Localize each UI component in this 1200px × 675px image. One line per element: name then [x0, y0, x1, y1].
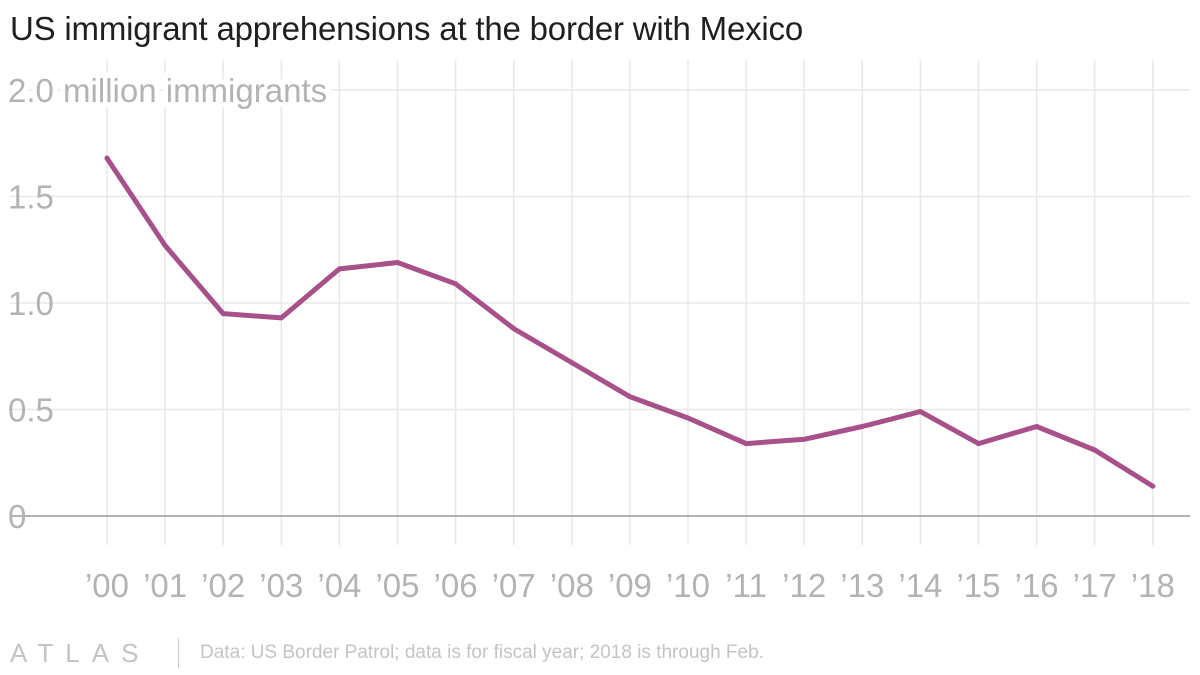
x-tick-label: ’16	[1015, 567, 1059, 604]
x-tick-label: ’14	[898, 567, 942, 604]
y-tick-label: 1.0	[8, 285, 54, 322]
y-tick-label: 2.0 million immigrants	[8, 72, 327, 109]
data-point	[859, 424, 865, 430]
x-tick-label: ’10	[666, 567, 710, 604]
x-tick-label: ’13	[840, 567, 884, 604]
data-point	[220, 311, 226, 317]
x-tick-label: ’02	[201, 567, 245, 604]
x-tick-label: ’09	[608, 567, 652, 604]
footer: ATLAS Data: US Border Patrol; data is fo…	[0, 636, 1200, 672]
data-point	[1092, 447, 1098, 453]
x-tick-label: ’03	[259, 567, 303, 604]
x-tick-label: ’11	[725, 567, 767, 604]
x-tick-label: ’17	[1073, 567, 1117, 604]
data-point	[569, 360, 575, 366]
data-point	[976, 441, 981, 447]
x-tick-label: ’05	[375, 567, 419, 604]
data-point	[453, 281, 459, 287]
data-point	[627, 394, 633, 400]
atlas-logo: ATLAS	[10, 638, 151, 668]
data-point	[917, 409, 923, 415]
x-tick-label: ’01	[143, 567, 187, 604]
data-point	[743, 441, 749, 447]
y-tick-labels: 0 0.5 1.0 1.5 2.0 million immigrants	[3, 67, 332, 535]
x-tick-label: ’15	[956, 567, 1000, 604]
data-point	[801, 436, 807, 442]
chart-title: US immigrant apprehensions at the border…	[10, 10, 803, 47]
data-point	[1150, 483, 1156, 489]
series-layer	[104, 155, 1156, 489]
data-point	[511, 326, 517, 332]
data-point	[685, 415, 691, 421]
x-tick-labels: ’00 ’01 ’02 ’03 ’04 ’05 ’06 ’07 ’08 ’09 ’10 ’11 ’12 ’…	[85, 567, 1175, 604]
footer-divider	[178, 638, 179, 668]
x-tick-label: ’07	[492, 567, 536, 604]
x-tick-label: ’18	[1131, 567, 1175, 604]
x-tick-label: ’00	[85, 567, 129, 604]
data-point	[104, 155, 110, 161]
data-point	[1034, 424, 1040, 430]
x-tick-label: ’06	[434, 567, 478, 604]
grid-lines	[10, 60, 1190, 545]
x-tick-label: ’12	[782, 567, 826, 604]
x-tick-label: ’08	[550, 567, 594, 604]
y-tick-label: 1.5	[8, 179, 54, 216]
source-note: Data: US Border Patrol; data is for fisc…	[200, 642, 764, 663]
y-tick-label: 0	[8, 498, 26, 535]
data-point	[278, 315, 284, 321]
data-point	[336, 266, 342, 272]
x-tick-label: ’04	[317, 567, 361, 604]
data-point	[395, 260, 400, 266]
y-tick-label: 0.5	[8, 392, 54, 429]
data-point	[162, 242, 168, 248]
